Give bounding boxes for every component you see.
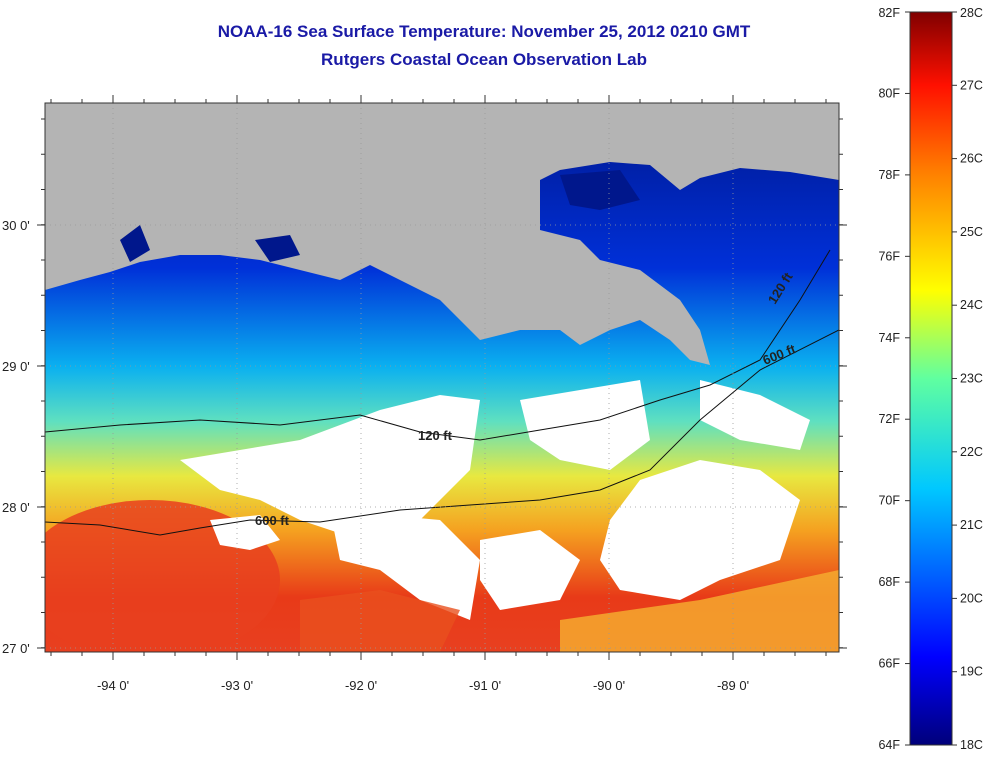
colorbar-c-label: 28C	[960, 6, 983, 20]
lon-label: -90 0'	[593, 678, 625, 693]
lat-label: 30 0'	[2, 218, 30, 233]
colorbar	[909, 11, 953, 746]
colorbar-f-label: 72F	[878, 412, 900, 426]
contour-label: 120 ft	[418, 428, 453, 443]
map-axes: -94 0' -93 0' -92 0' -91 0' -90 0' -89 0' 30 0…	[2, 95, 847, 693]
colorbar-f-label: 74F	[878, 331, 900, 345]
colorbar-c-label: 25C	[960, 225, 983, 239]
lon-label: -92 0'	[345, 678, 377, 693]
lat-label: 29 0'	[2, 359, 30, 374]
depth-contour-120ft	[45, 249, 831, 441]
colorbar-c-label: 19C	[960, 665, 983, 679]
title-line-1: NOAA-16 Sea Surface Temperature: Novembe…	[217, 22, 751, 41]
colorbar-c-label: 22C	[960, 445, 983, 459]
colorbar-c-label: 27C	[960, 78, 983, 92]
lat-label: 27 0'	[2, 641, 30, 656]
colorbar-c-label: 26C	[960, 152, 983, 166]
lake	[255, 235, 300, 262]
colorbar-f-label: 80F	[878, 86, 900, 100]
colorbar-c-label: 23C	[960, 372, 983, 386]
lon-label: -93 0'	[221, 678, 253, 693]
map-frame	[44, 102, 840, 653]
colorbar-c-label: 24C	[960, 298, 983, 312]
title-line-2: Rutgers Coastal Ocean Observation Lab	[321, 50, 647, 69]
colorbar-f-label: 68F	[878, 575, 900, 589]
warm-water	[300, 590, 460, 652]
lon-label: -89 0'	[717, 678, 749, 693]
lake	[560, 170, 640, 210]
colorbar-f-label: 82F	[878, 6, 900, 20]
colorbar-f-label: 76F	[878, 249, 900, 263]
colorbar-c-label: 20C	[960, 591, 983, 605]
contour-label: 600 ft	[255, 513, 290, 528]
lat-label: 28 0'	[2, 500, 30, 515]
land-mass	[45, 103, 839, 365]
colorbar-f-label: 70F	[878, 494, 900, 508]
lake	[120, 225, 150, 262]
warm-water	[560, 570, 839, 652]
colorbar-f-label: 64F	[878, 738, 900, 752]
map-panel	[45, 103, 839, 652]
colorbar-f-label: 78F	[878, 168, 900, 182]
lon-label: -91 0'	[469, 678, 501, 693]
depth-contour-600ft	[45, 329, 839, 536]
colorbar-c-label: 18C	[960, 738, 983, 752]
colorbar-c-label: 21C	[960, 518, 983, 532]
colorbar-f-label: 66F	[878, 657, 900, 671]
lon-label: -94 0'	[97, 678, 129, 693]
colorbar-ticks: 82F 80F 78F 76F 74F 72F 70F 68F 66F 64F 28C 27C 26C 2…	[878, 6, 982, 752]
